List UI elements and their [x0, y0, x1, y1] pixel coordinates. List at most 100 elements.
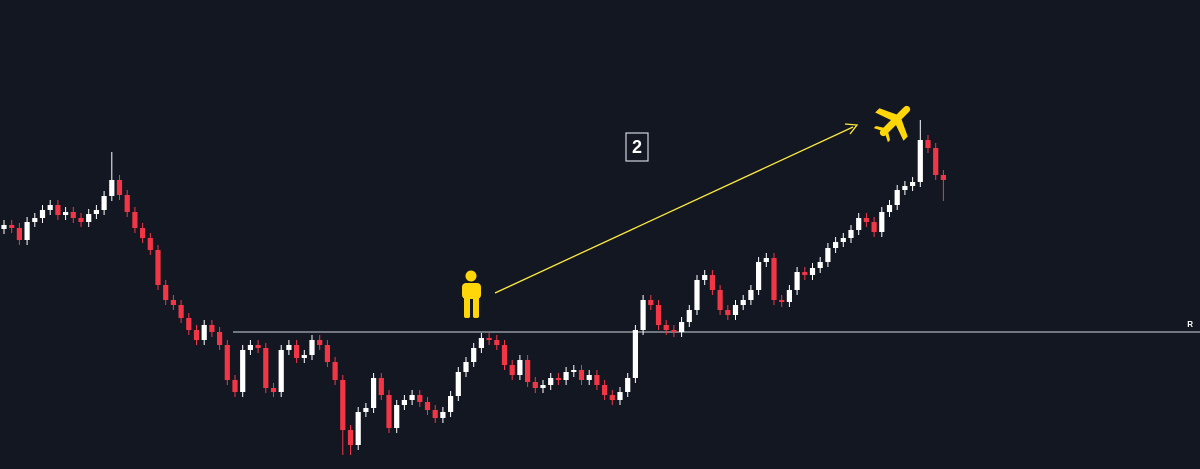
- candle-body: [270, 388, 277, 392]
- candle-body: [424, 402, 431, 410]
- candle-body: [247, 345, 253, 350]
- candle-body: [86, 214, 92, 222]
- candle-body: [116, 180, 123, 195]
- candle-body: [525, 360, 531, 382]
- candle-body: [494, 340, 500, 345]
- candle-body: [548, 378, 554, 385]
- candle-body: [833, 242, 839, 248]
- candle-body: [640, 300, 646, 330]
- candle-body: [217, 332, 223, 345]
- candle-body: [209, 325, 215, 332]
- candle-body: [617, 392, 623, 400]
- candle-body: [332, 362, 338, 380]
- candle-body: [448, 396, 454, 412]
- candle-body: [201, 325, 207, 340]
- candle-body: [632, 330, 638, 378]
- candle-body: [417, 395, 423, 402]
- candle-body: [132, 212, 138, 228]
- candle-body: [101, 196, 107, 210]
- candle-body: [686, 310, 692, 322]
- candle-body: [586, 375, 592, 380]
- candle-body: [555, 378, 561, 380]
- candle-body: [825, 248, 831, 262]
- candle-body: [655, 305, 662, 325]
- candle-body: [294, 345, 300, 358]
- candle-body: [509, 365, 515, 375]
- candle-body: [594, 375, 600, 385]
- candle-body: [124, 195, 130, 212]
- candle-body: [563, 372, 569, 380]
- candle-body: [309, 340, 315, 355]
- candle-body: [925, 140, 931, 148]
- arrow-head: [844, 123, 859, 135]
- candle-body: [39, 210, 46, 218]
- candle-body: [940, 175, 946, 180]
- candle-body: [879, 212, 885, 232]
- candle-body: [933, 148, 939, 175]
- candle-body: [702, 275, 708, 280]
- candle-body: [340, 380, 346, 430]
- candle-body: [263, 348, 269, 388]
- annotation-box: [625, 132, 649, 162]
- candle-body: [748, 290, 754, 300]
- candle-body: [517, 360, 523, 375]
- arrow: [494, 126, 854, 294]
- candle-body: [286, 345, 292, 350]
- candle-body: [78, 218, 84, 222]
- candle-body: [794, 272, 800, 290]
- candle-body: [902, 186, 908, 190]
- candle-body: [155, 250, 161, 285]
- candle-body: [571, 370, 577, 372]
- candle-body: [240, 350, 246, 392]
- candle-body: [140, 228, 146, 238]
- candle-body: [725, 310, 731, 315]
- candle-body: [802, 272, 808, 275]
- candle-body: [694, 280, 700, 310]
- candle-body: [609, 395, 615, 400]
- candle-body: [786, 290, 792, 302]
- candle-body: [471, 348, 477, 362]
- candle-body: [232, 380, 238, 392]
- candle-body: [278, 350, 284, 392]
- candle-body: [740, 300, 746, 305]
- candle-body: [501, 345, 508, 365]
- candle-body: [763, 258, 769, 262]
- person-icon: [462, 270, 481, 318]
- candle-body: [16, 228, 22, 240]
- candle-body: [478, 338, 484, 348]
- candle-body: [1, 225, 7, 229]
- candle-body: [463, 362, 469, 372]
- candle-body: [347, 430, 354, 445]
- candle-body: [817, 262, 823, 268]
- candle-body: [255, 345, 261, 348]
- candle-body: [732, 305, 739, 315]
- candle-body: [663, 325, 669, 330]
- candle-body: [709, 275, 715, 290]
- candle-body: [532, 382, 538, 388]
- candle-body: [648, 300, 654, 305]
- candle-body: [301, 355, 307, 358]
- candle-body: [409, 395, 415, 400]
- candle-body: [109, 180, 115, 196]
- candles: [1, 120, 1200, 455]
- candle-body: [163, 285, 169, 300]
- candle-body: [871, 222, 877, 232]
- annotation: 2: [632, 137, 642, 157]
- candle-body: [386, 395, 392, 428]
- candle-body: [355, 412, 361, 445]
- candle-body: [848, 230, 854, 238]
- candle-body: [401, 400, 407, 405]
- candle-body: [863, 218, 869, 222]
- candle-body: [363, 408, 369, 412]
- candle-body: [717, 290, 723, 310]
- candle-body: [894, 190, 900, 205]
- candle-body: [371, 378, 377, 408]
- candle-body: [602, 385, 608, 395]
- candle-body: [70, 212, 76, 218]
- candle-body: [32, 218, 38, 222]
- candle-body: [193, 330, 200, 340]
- candle-body: [93, 210, 99, 214]
